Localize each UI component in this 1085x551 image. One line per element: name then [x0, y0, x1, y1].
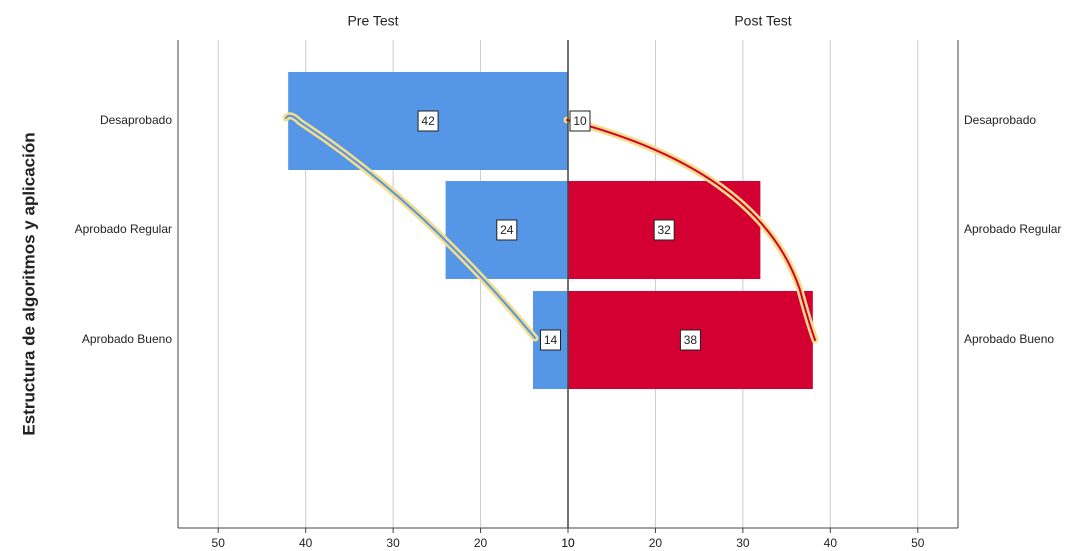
highlight	[566, 119, 816, 341]
value-label: 10	[573, 114, 587, 128]
category-label: Aprobado Regular	[75, 222, 172, 236]
value-label: 38	[684, 333, 698, 347]
category-label: Desaprobado	[100, 113, 172, 127]
value-label-box	[569, 110, 591, 132]
x-tick-label: 20	[649, 536, 663, 550]
x-tick-label: 50	[911, 536, 925, 550]
labels: Desaprobado Desaprobado Aprobado Regular Ap…	[75, 40, 1061, 528]
x-tick-label: 10	[561, 536, 575, 550]
value-label-box	[653, 219, 675, 241]
panel-title: Post Test	[734, 13, 791, 29]
value-label: 42	[421, 114, 435, 128]
y-axis-title: Estructura de algoritmos y aplicación	[19, 132, 38, 435]
x-tick-label: 40	[824, 536, 838, 550]
x-tick-label: 30	[736, 536, 750, 550]
x-tick-label: 30	[386, 536, 400, 550]
value-label-box	[679, 329, 701, 351]
highlight	[285, 114, 536, 339]
value-label-box	[496, 219, 518, 241]
panel-title: Pre Test	[347, 13, 398, 29]
category-label: Aprobado Bueno	[964, 332, 1054, 346]
x-tick-label: 10	[561, 536, 575, 550]
value-label-box	[417, 110, 439, 132]
category-label: Aprobado Bueno	[82, 332, 172, 346]
x-tick-label: 20	[474, 536, 488, 550]
x-tick-label: 40	[299, 536, 313, 550]
value-label-box	[540, 329, 562, 351]
x-tick-label: 50	[212, 536, 226, 550]
category-label: Aprobado Regular	[964, 222, 1061, 236]
value-label: 24	[500, 223, 514, 237]
value-label: 32	[658, 223, 672, 237]
value-label: 14	[544, 333, 558, 347]
category-label: Desaprobado	[964, 113, 1036, 127]
